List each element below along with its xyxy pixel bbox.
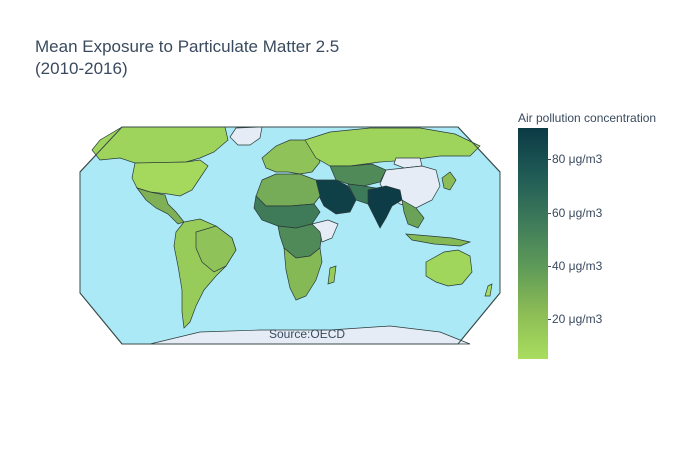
region-arabian-peninsula[interactable] [315, 179, 357, 215]
colorbar-tick-20: 20 μg/m3 [547, 312, 603, 326]
colorbar-tick-80: 80 μg/m3 [547, 152, 603, 166]
colorbar-tick-40: 40 μg/m3 [547, 259, 603, 273]
colorbar-tick-60: 60 μg/m3 [547, 206, 603, 220]
country-usa[interactable] [131, 159, 209, 197]
country-india[interactable] [367, 185, 403, 229]
region-north-africa[interactable] [255, 173, 321, 207]
country-brazil[interactable] [195, 225, 237, 273]
colorbar-gradient [518, 128, 548, 359]
colorbar-title: Air pollution concentration [518, 111, 657, 125]
map-frame [79, 126, 501, 345]
region-southeast-asia[interactable] [401, 199, 425, 229]
region-horn-of-africa[interactable] [311, 219, 339, 243]
region-antarctica[interactable] [149, 325, 471, 345]
source-annotation: Source:OECD [269, 327, 346, 341]
country-australia[interactable] [425, 249, 473, 287]
region-europe[interactable] [261, 139, 321, 175]
region-central-asia[interactable] [329, 163, 387, 187]
chart-title: Mean Exposure to Particulate Matter 2.5 … [35, 36, 339, 80]
region-southern-africa[interactable] [283, 247, 323, 301]
country-new-zealand[interactable] [484, 283, 493, 297]
title-line-1: Mean Exposure to Particulate Matter 2.5 [35, 37, 340, 56]
country-madagascar[interactable] [327, 265, 337, 285]
region-indonesia[interactable] [405, 233, 472, 247]
title-line-2: (2010-2016) [35, 59, 128, 78]
region-japan-korea[interactable] [441, 171, 457, 191]
